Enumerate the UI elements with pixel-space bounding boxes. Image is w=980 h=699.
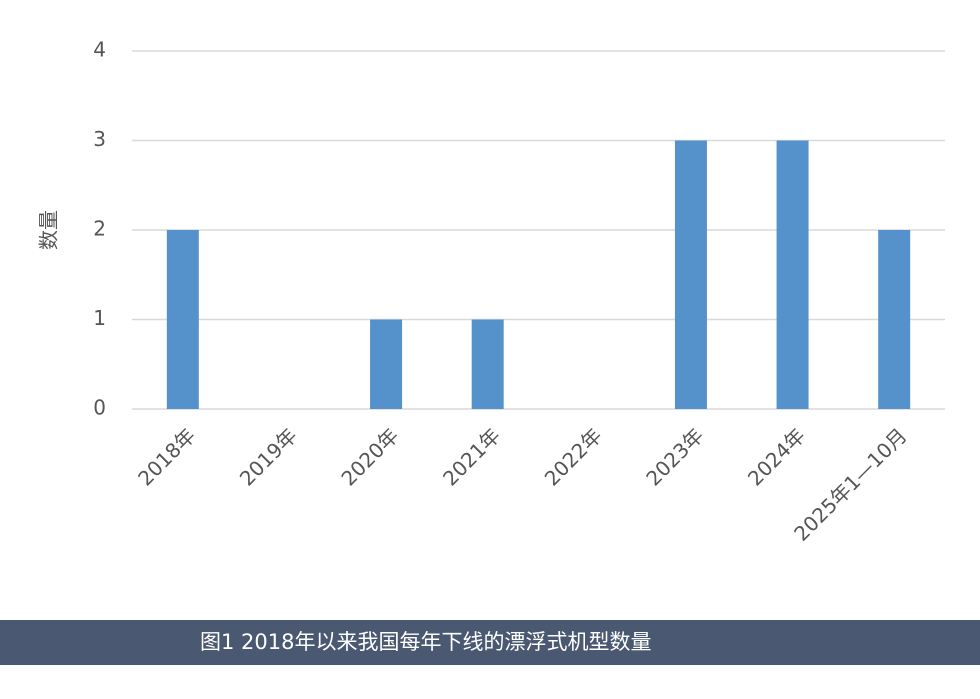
y-axis-label: 数量 [37,210,61,250]
y-tick-label: 0 [93,396,106,420]
x-tick-label: 2018年 [133,423,200,490]
bar [471,319,504,409]
y-tick-label: 1 [93,306,106,330]
x-tick-label: 2019年 [235,423,302,490]
y-tick-label: 3 [93,127,106,151]
bar [370,319,403,409]
x-tick-label: 2022年 [540,423,607,490]
x-tick-label: 2021年 [438,423,505,490]
x-tick-label: 2023年 [641,423,708,490]
chart-title: 图1 2018年以来我国每年下线的漂浮式机型数量 [200,630,651,654]
y-tick-label: 2 [93,217,106,241]
caption-band [0,620,980,665]
bar [166,230,199,409]
bar [878,230,911,409]
bar [674,140,707,409]
bar [776,140,809,409]
y-tick-label: 4 [93,38,106,62]
x-tick-label: 2020年 [336,423,403,490]
x-tick-label: 2024年 [743,423,810,490]
